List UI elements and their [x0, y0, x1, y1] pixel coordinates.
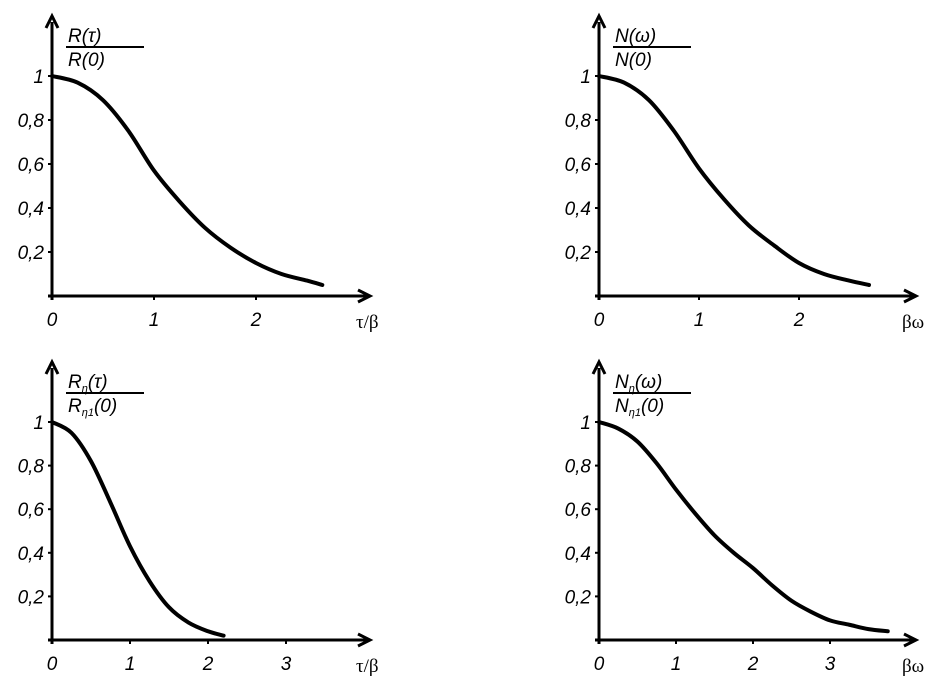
y-axis-arrow [44, 358, 60, 375]
y-tick-label: 1 [33, 413, 44, 434]
y-label-denominator: N(0) [615, 50, 652, 71]
panel-2: 0,2 0,4 0,6 0,8 1 0 1 2 βω N(ω) N(0) [565, 12, 924, 333]
x-axis-label: βω [902, 656, 924, 677]
x-tick-label: 2 [250, 310, 262, 331]
y-tick-label: 0,8 [565, 111, 592, 132]
x-tick-label: 3 [825, 654, 836, 675]
x-axis-label: τ/β [356, 656, 379, 677]
y-label-numerator: Nη(ω) [615, 372, 662, 395]
x-tick-label: 2 [202, 654, 214, 675]
y-tick-label: 0,8 [565, 457, 592, 478]
y-tick-label: 1 [580, 413, 591, 434]
x-tick-label: 2 [793, 310, 805, 331]
y-label-numerator: Rη(τ) [68, 372, 108, 395]
panel-1: 0,2 0,4 0,6 0,8 1 0 1 2 τ/β R(τ) R(0) [18, 12, 379, 333]
y-tick-label: 1 [580, 67, 591, 88]
y-tick-label: 0,4 [18, 544, 44, 565]
x-tick-label: 1 [125, 654, 136, 675]
y-tick-label: 0,4 [18, 199, 44, 220]
x-axis-arrow [903, 632, 920, 648]
y-tick-label: 0,6 [18, 500, 45, 521]
y-tick-label: 0,2 [565, 243, 592, 264]
y-tick-label: 0,2 [18, 587, 45, 608]
y-tick-label: 0,2 [565, 587, 592, 608]
x-tick-label: 2 [747, 654, 759, 675]
x-tick-label: 0 [47, 654, 58, 675]
y-label-denominator: Rη1(0) [68, 396, 117, 419]
panel-4: 0,2 0,4 0,6 0,8 1 0 1 2 3 βω Nη(ω)Nη1(0) [565, 358, 924, 677]
x-axis-label: βω [902, 312, 924, 333]
series-line [50, 74, 325, 287]
y-label-numerator: R(τ) [68, 26, 101, 47]
y-axis-arrow [44, 12, 60, 29]
y-tick-label: 0,6 [18, 155, 45, 176]
x-tick-label: 1 [149, 310, 160, 331]
x-tick-label: 0 [47, 310, 58, 331]
series-line [50, 420, 226, 638]
x-tick-label: 0 [594, 310, 605, 331]
series-line [597, 74, 871, 287]
y-tick-label: 0,4 [565, 199, 591, 220]
x-tick-label: 1 [671, 654, 682, 675]
x-axis-arrow [357, 632, 374, 648]
panel-3: 0,2 0,4 0,6 0,8 1 0 1 2 3 τ/β Rη(τ)Rη1(0) [18, 358, 379, 677]
y-tick-label: 1 [33, 67, 44, 88]
x-axis-label: τ/β [356, 312, 379, 333]
y-tick-label: 0,8 [18, 111, 45, 132]
x-tick-label: 0 [594, 654, 605, 675]
y-tick-label: 0,6 [565, 500, 592, 521]
y-axis-arrow [591, 358, 607, 375]
x-tick-label: 3 [281, 654, 292, 675]
y-tick-label: 0,2 [18, 243, 45, 264]
y-label-denominator: R(0) [68, 50, 105, 71]
y-tick-label: 0,8 [18, 457, 45, 478]
y-axis-arrow [591, 12, 607, 29]
y-tick-label: 0,4 [565, 544, 591, 565]
series-line [597, 420, 890, 634]
y-tick-label: 0,6 [565, 155, 592, 176]
x-tick-label: 1 [694, 310, 705, 331]
y-label-denominator: Nη1(0) [615, 396, 664, 419]
x-axis-arrow [903, 288, 920, 304]
y-label-numerator: N(ω) [615, 26, 656, 47]
x-axis-arrow [357, 288, 374, 304]
